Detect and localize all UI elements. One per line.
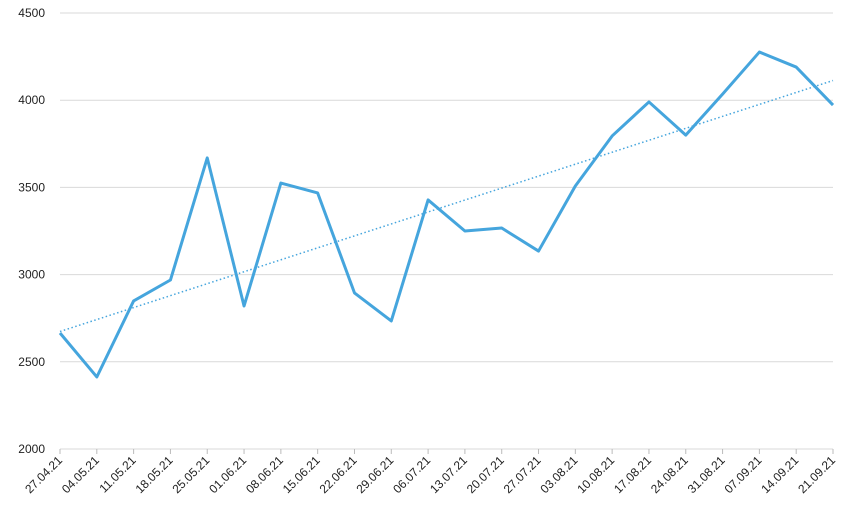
x-tick-label: 18.05.21 <box>133 453 176 496</box>
x-tick-label: 20.07.21 <box>464 453 507 496</box>
x-tick-label: 27.07.21 <box>501 453 544 496</box>
x-tick-label: 04.05.21 <box>59 453 102 496</box>
x-tick-label: 08.06.21 <box>243 453 286 496</box>
x-tick-label: 29.06.21 <box>353 453 396 496</box>
x-tick-label: 10.08.21 <box>574 453 617 496</box>
y-tick-label: 3500 <box>18 180 45 194</box>
x-tick-label: 01.06.21 <box>206 453 249 496</box>
x-tick-label: 06.07.21 <box>390 453 433 496</box>
y-tick-label: 4000 <box>18 93 45 107</box>
y-tick-label: 2000 <box>18 442 45 456</box>
trend-line <box>59 79 834 333</box>
x-tick-label: 11.05.21 <box>96 453 139 496</box>
data-line <box>58 50 835 379</box>
y-tick-label: 3000 <box>18 268 45 282</box>
x-tick-label: 31.08.21 <box>685 453 728 496</box>
x-tick-label: 22.06.21 <box>317 453 360 496</box>
x-tick-label: 07.09.21 <box>722 453 765 496</box>
y-tick-label: 2500 <box>18 355 45 369</box>
x-tick-label: 21.09.21 <box>795 453 838 496</box>
x-tick-label: 17.08.21 <box>611 453 654 496</box>
x-tick-label: 13.07.21 <box>427 453 470 496</box>
x-tick-label: 03.08.21 <box>538 453 581 496</box>
x-tick-label: 15.06.21 <box>280 453 323 496</box>
x-tick-label: 27.04.21 <box>22 453 65 496</box>
x-tick-label: 24.08.21 <box>648 453 691 496</box>
y-tick-label: 4500 <box>18 6 45 20</box>
x-tick-label: 14.09.21 <box>758 453 801 496</box>
x-tick-label: 25.05.21 <box>169 453 212 496</box>
